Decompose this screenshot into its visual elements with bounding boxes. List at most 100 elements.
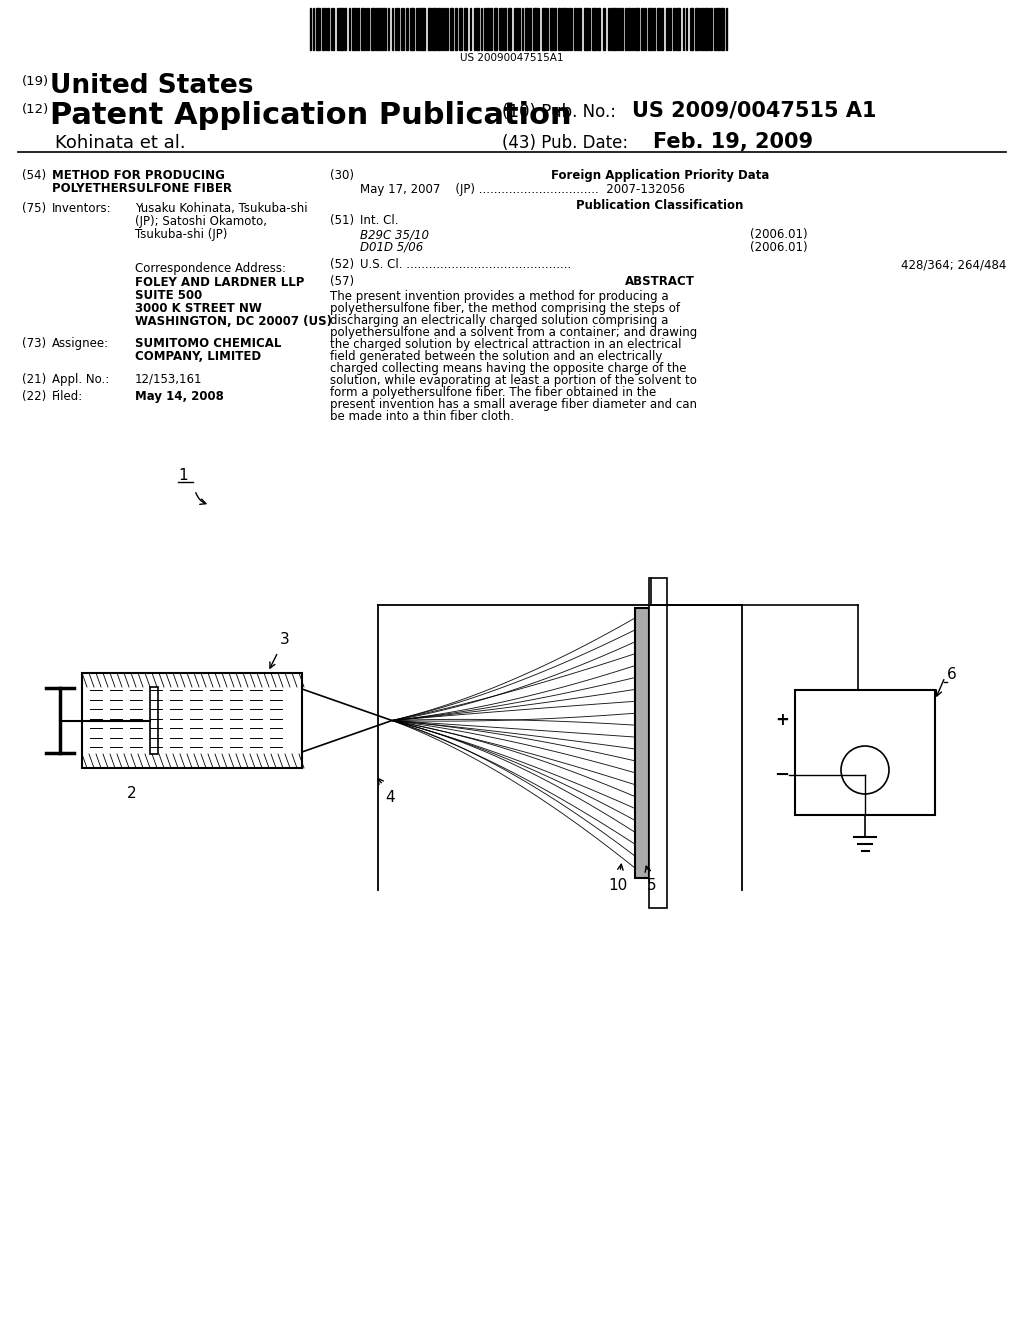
Text: 3: 3 bbox=[281, 632, 290, 647]
Bar bbox=[701, 8, 703, 50]
Text: Publication Classification: Publication Classification bbox=[577, 199, 743, 213]
Text: SUMITOMO CHEMICAL: SUMITOMO CHEMICAL bbox=[135, 337, 282, 350]
Text: (10) Pub. No.:: (10) Pub. No.: bbox=[502, 103, 616, 121]
Text: Int. Cl.: Int. Cl. bbox=[360, 214, 398, 227]
Text: be made into a thin fiber cloth.: be made into a thin fiber cloth. bbox=[330, 411, 514, 422]
Text: 5: 5 bbox=[647, 878, 656, 894]
Text: 10: 10 bbox=[608, 878, 628, 894]
Bar bbox=[339, 8, 343, 50]
Text: 12/153,161: 12/153,161 bbox=[135, 374, 203, 385]
Text: B29C 35/10: B29C 35/10 bbox=[360, 228, 429, 242]
Text: (52): (52) bbox=[330, 257, 354, 271]
Text: SUITE 500: SUITE 500 bbox=[135, 289, 203, 302]
Text: May 14, 2008: May 14, 2008 bbox=[135, 389, 224, 403]
Bar bbox=[529, 8, 531, 50]
Bar bbox=[450, 8, 453, 50]
Bar bbox=[662, 8, 663, 50]
Text: COMPANY, LIMITED: COMPANY, LIMITED bbox=[135, 350, 261, 363]
Text: (2006.01): (2006.01) bbox=[750, 242, 808, 253]
Bar bbox=[352, 8, 356, 50]
Bar bbox=[82, 673, 302, 768]
Text: discharging an electrically charged solution comprising a: discharging an electrically charged solu… bbox=[330, 314, 669, 327]
Text: (JP); Satoshi Okamoto,: (JP); Satoshi Okamoto, bbox=[135, 215, 267, 228]
Bar bbox=[438, 8, 440, 50]
Text: Assignee:: Assignee: bbox=[52, 337, 110, 350]
Bar bbox=[316, 8, 319, 50]
Bar bbox=[406, 8, 408, 50]
Bar bbox=[375, 8, 377, 50]
Bar bbox=[635, 8, 639, 50]
Text: May 17, 2007    (JP) ................................  2007-132056: May 17, 2007 (JP) ......................… bbox=[360, 183, 685, 195]
Bar bbox=[476, 8, 479, 50]
Bar bbox=[717, 8, 720, 50]
Text: D01D 5/06: D01D 5/06 bbox=[360, 242, 423, 253]
Bar bbox=[625, 8, 627, 50]
Bar bbox=[690, 8, 693, 50]
Bar bbox=[490, 8, 492, 50]
Bar bbox=[612, 8, 616, 50]
Bar bbox=[628, 8, 630, 50]
Text: FOLEY AND LARDNER LLP: FOLEY AND LARDNER LLP bbox=[135, 276, 304, 289]
Text: (30): (30) bbox=[330, 169, 354, 182]
Text: polyethersulfone and a solvent from a container; and drawing: polyethersulfone and a solvent from a co… bbox=[330, 326, 697, 339]
Text: charged collecting means having the opposite charge of the: charged collecting means having the oppo… bbox=[330, 362, 686, 375]
Text: (22): (22) bbox=[22, 389, 46, 403]
Text: present invention has a small average fiber diameter and can: present invention has a small average fi… bbox=[330, 399, 697, 411]
Bar bbox=[648, 8, 652, 50]
Bar bbox=[494, 8, 497, 50]
Bar bbox=[357, 8, 359, 50]
Text: 2: 2 bbox=[127, 785, 137, 801]
Bar bbox=[150, 686, 158, 754]
Text: (43) Pub. Date:: (43) Pub. Date: bbox=[502, 135, 628, 152]
Text: polyethersulfone fiber, the method comprising the steps of: polyethersulfone fiber, the method compr… bbox=[330, 302, 680, 315]
Bar bbox=[421, 8, 425, 50]
Bar bbox=[584, 8, 588, 50]
Bar bbox=[714, 8, 716, 50]
Text: solution, while evaporating at least a portion of the solvent to: solution, while evaporating at least a p… bbox=[330, 374, 697, 387]
Text: METHOD FOR PRODUCING: METHOD FOR PRODUCING bbox=[52, 169, 225, 182]
Bar bbox=[603, 8, 605, 50]
Bar bbox=[410, 8, 414, 50]
Bar bbox=[795, 690, 935, 814]
Bar bbox=[579, 8, 581, 50]
Bar bbox=[384, 8, 386, 50]
Bar bbox=[486, 8, 489, 50]
Bar bbox=[381, 8, 383, 50]
Bar bbox=[563, 8, 566, 50]
Bar bbox=[371, 8, 374, 50]
Text: US 2009/0047515 A1: US 2009/0047515 A1 bbox=[632, 102, 877, 121]
Text: The present invention provides a method for producing a: The present invention provides a method … bbox=[330, 290, 669, 304]
Text: Yusaku Kohinata, Tsukuba-shi: Yusaku Kohinata, Tsukuba-shi bbox=[135, 202, 307, 215]
Bar bbox=[705, 8, 707, 50]
Text: form a polyethersulfone fiber. The fiber obtained in the: form a polyethersulfone fiber. The fiber… bbox=[330, 385, 656, 399]
Bar bbox=[525, 8, 528, 50]
Text: POLYETHERSULFONE FIBER: POLYETHERSULFONE FIBER bbox=[52, 182, 232, 195]
Bar bbox=[592, 8, 596, 50]
Bar bbox=[378, 8, 380, 50]
Bar bbox=[574, 8, 575, 50]
Text: Kohinata et al.: Kohinata et al. bbox=[55, 135, 185, 152]
Text: Feb. 19, 2009: Feb. 19, 2009 bbox=[653, 132, 813, 152]
Bar bbox=[361, 8, 362, 50]
Text: Appl. No.:: Appl. No.: bbox=[52, 374, 110, 385]
Bar bbox=[455, 8, 457, 50]
Text: +: + bbox=[775, 711, 790, 729]
Bar bbox=[653, 8, 655, 50]
Bar bbox=[597, 8, 600, 50]
Bar bbox=[666, 8, 668, 50]
Bar bbox=[516, 8, 518, 50]
Bar bbox=[418, 8, 420, 50]
Bar bbox=[673, 8, 675, 50]
Bar bbox=[550, 8, 553, 50]
Text: Tsukuba-shi (JP): Tsukuba-shi (JP) bbox=[135, 228, 227, 242]
Bar bbox=[508, 8, 511, 50]
Text: Foreign Application Priority Data: Foreign Application Priority Data bbox=[551, 169, 769, 182]
Text: WASHINGTON, DC 20007 (US): WASHINGTON, DC 20007 (US) bbox=[135, 315, 332, 327]
Bar bbox=[721, 8, 724, 50]
Text: −: − bbox=[774, 766, 790, 784]
Text: U.S. Cl. ............................................: U.S. Cl. ...............................… bbox=[360, 257, 571, 271]
Bar bbox=[501, 8, 503, 50]
Text: 428/364; 264/484: 428/364; 264/484 bbox=[901, 257, 1006, 271]
Bar bbox=[344, 8, 346, 50]
Bar bbox=[676, 8, 680, 50]
